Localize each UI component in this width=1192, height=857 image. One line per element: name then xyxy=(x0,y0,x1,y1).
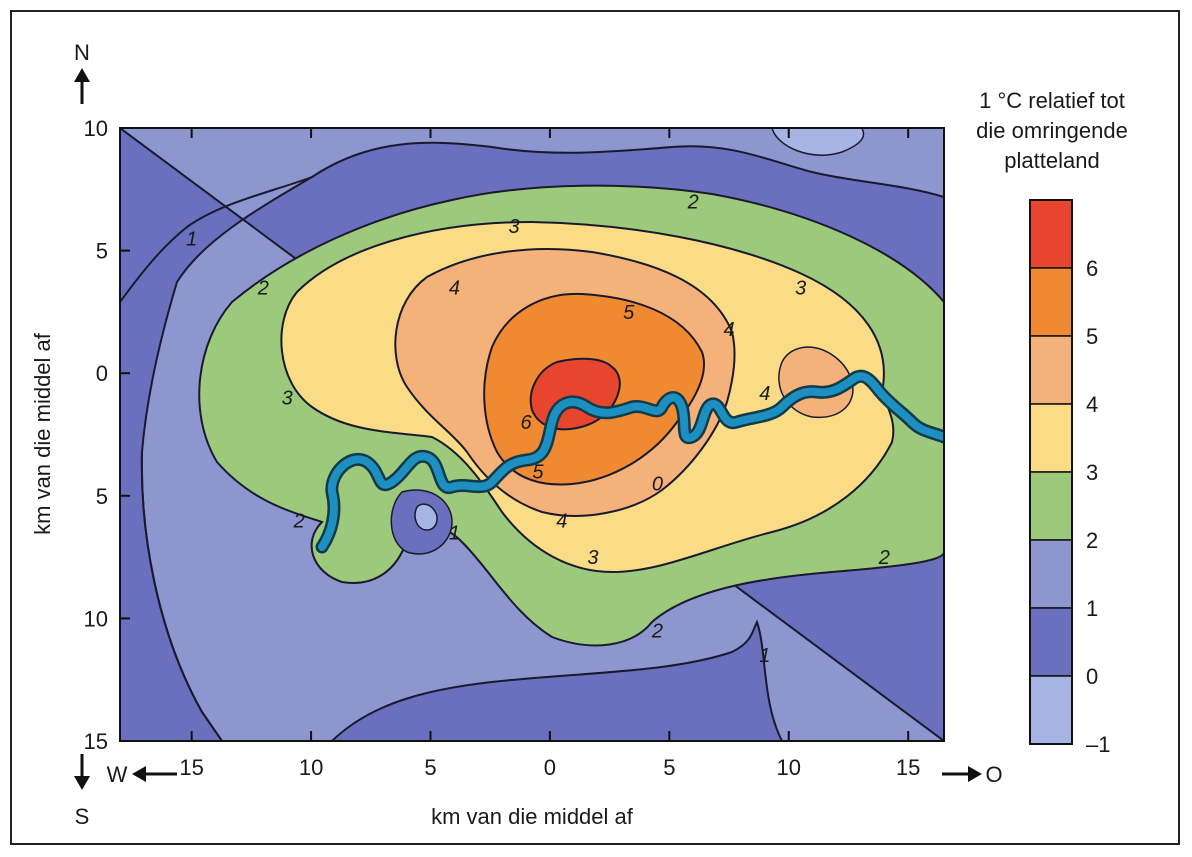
contour-label: 2 xyxy=(687,192,699,214)
contour-label: 6 xyxy=(520,412,532,434)
x-tick-label: 10 xyxy=(777,755,801,780)
contour-line-1-south xyxy=(140,451,223,741)
y-tick-label: 0 xyxy=(96,361,108,386)
contour-label: 3 xyxy=(509,216,520,238)
compass-south-label: S xyxy=(75,804,90,829)
contour-label: 2 xyxy=(257,277,269,299)
colorbar-swatch xyxy=(1029,199,1073,269)
colorbar-title-line: platteland xyxy=(1004,148,1099,173)
y-tick-label: 5 xyxy=(96,239,108,264)
colorbar-level-label: 5 xyxy=(1086,324,1098,349)
y-tick-label: 10 xyxy=(84,116,108,141)
compass-north: N xyxy=(74,40,90,104)
compass-north-label: N xyxy=(74,40,90,65)
colorbar-level-label: –1 xyxy=(1086,732,1110,757)
contour-label: 1 xyxy=(759,645,770,667)
colorbar-swatch xyxy=(1029,335,1073,405)
river-water xyxy=(318,372,944,551)
contour-label: 4 xyxy=(556,510,567,532)
x-tick-label: 0 xyxy=(544,755,556,780)
colorbar-title-line: 1 °C relatief tot xyxy=(979,88,1125,113)
y-tick-label: 5 xyxy=(96,484,108,509)
contour-label: 3 xyxy=(587,547,598,569)
colorbar-level-label: 2 xyxy=(1086,528,1098,553)
compass-east: O xyxy=(942,762,1003,787)
y-axis-title: km van die middel af xyxy=(30,332,55,535)
x-tick-label: 5 xyxy=(663,755,675,780)
contour-label: 0 xyxy=(652,474,663,496)
plot-area xyxy=(120,128,944,741)
colorbar-border xyxy=(1029,199,1073,745)
colorbar-swatch xyxy=(1029,267,1073,337)
x-tick-label: 10 xyxy=(299,755,323,780)
contour-label: 5 xyxy=(532,461,544,483)
contour-label: 5 xyxy=(623,302,635,324)
west-arrow-icon xyxy=(132,766,146,782)
y-axis: 10 5 0 5 10 15 xyxy=(84,116,130,754)
zone-level-0-top xyxy=(771,128,865,156)
colorbar-level-label: 1 xyxy=(1086,596,1098,621)
x-axis: 15 10 5 0 5 10 15 xyxy=(179,128,920,780)
contour-line-1-outer xyxy=(120,176,313,303)
plot-border xyxy=(119,127,945,742)
contour-label: 2 xyxy=(293,510,305,532)
colorbar-title-line: die omringende xyxy=(976,118,1128,143)
compass-west-label: W xyxy=(107,762,128,787)
colorbar-swatch xyxy=(1029,539,1073,609)
compass-south: S xyxy=(74,754,90,829)
colorbar-level-label: 6 xyxy=(1086,256,1098,281)
contour-label: 2 xyxy=(878,547,890,569)
east-arrow-icon xyxy=(968,766,982,782)
contour-label: 4 xyxy=(449,277,460,299)
colorbar-swatch xyxy=(1029,471,1073,541)
contour-label: 1 xyxy=(186,228,197,250)
contour-label: 2 xyxy=(651,621,663,643)
north-arrow-icon xyxy=(74,68,90,82)
contour-label: 3 xyxy=(795,277,806,299)
colorbar-swatch xyxy=(1029,675,1073,745)
compass-west: W xyxy=(107,762,177,787)
colorbar-level-label: 3 xyxy=(1086,460,1098,485)
zone-level-0-pocket xyxy=(414,503,438,531)
colorbar-level-label: 0 xyxy=(1086,664,1098,689)
contour-label: 4 xyxy=(759,383,770,405)
contour-label: 1 xyxy=(449,523,460,545)
x-tick-label: 15 xyxy=(179,755,203,780)
colorbar-level-label: 4 xyxy=(1086,392,1098,417)
x-tick-label: 5 xyxy=(424,755,436,780)
compass-east-label: O xyxy=(985,762,1002,787)
contour-label: 3 xyxy=(282,388,293,410)
y-tick-label: 15 xyxy=(84,729,108,754)
colorbar-swatch xyxy=(1029,403,1073,473)
x-axis-title: km van die middel af xyxy=(431,804,634,829)
x-tick-label: 15 xyxy=(896,755,920,780)
south-arrow-icon xyxy=(74,776,90,790)
colorbar-swatch xyxy=(1029,607,1073,677)
contour-label: 4 xyxy=(723,319,734,341)
y-tick-label: 10 xyxy=(84,606,108,631)
colorbar: 1 °C relatief tot die omringende plattelan… xyxy=(976,88,1128,757)
